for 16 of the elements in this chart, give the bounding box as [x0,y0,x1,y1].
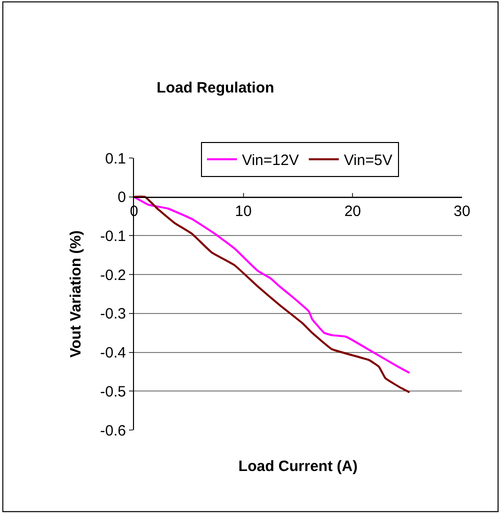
y-tick-label: 0 [118,189,126,206]
y-tick-label: -0.5 [100,383,126,400]
x-axis-title: Load Current (A) [238,458,358,475]
y-axis-title: Vout Variation (%) [67,230,84,358]
x-tick-label: 20 [344,202,362,220]
legend-label: Vin=12V [242,152,299,170]
chart-title: Load Regulation [156,80,274,97]
y-tick-label: -0.4 [100,344,126,362]
y-tick-label: -0.1 [100,228,126,245]
y-tick-label: 0.1 [105,150,126,168]
y-tick-label: -0.6 [100,422,126,440]
y-tick-label: -0.3 [100,306,126,323]
y-tick-label: -0.2 [100,266,126,284]
x-tick-label: 10 [234,202,252,220]
legend-label: Vin=5V [344,152,392,170]
x-tick-label: 30 [454,202,470,220]
